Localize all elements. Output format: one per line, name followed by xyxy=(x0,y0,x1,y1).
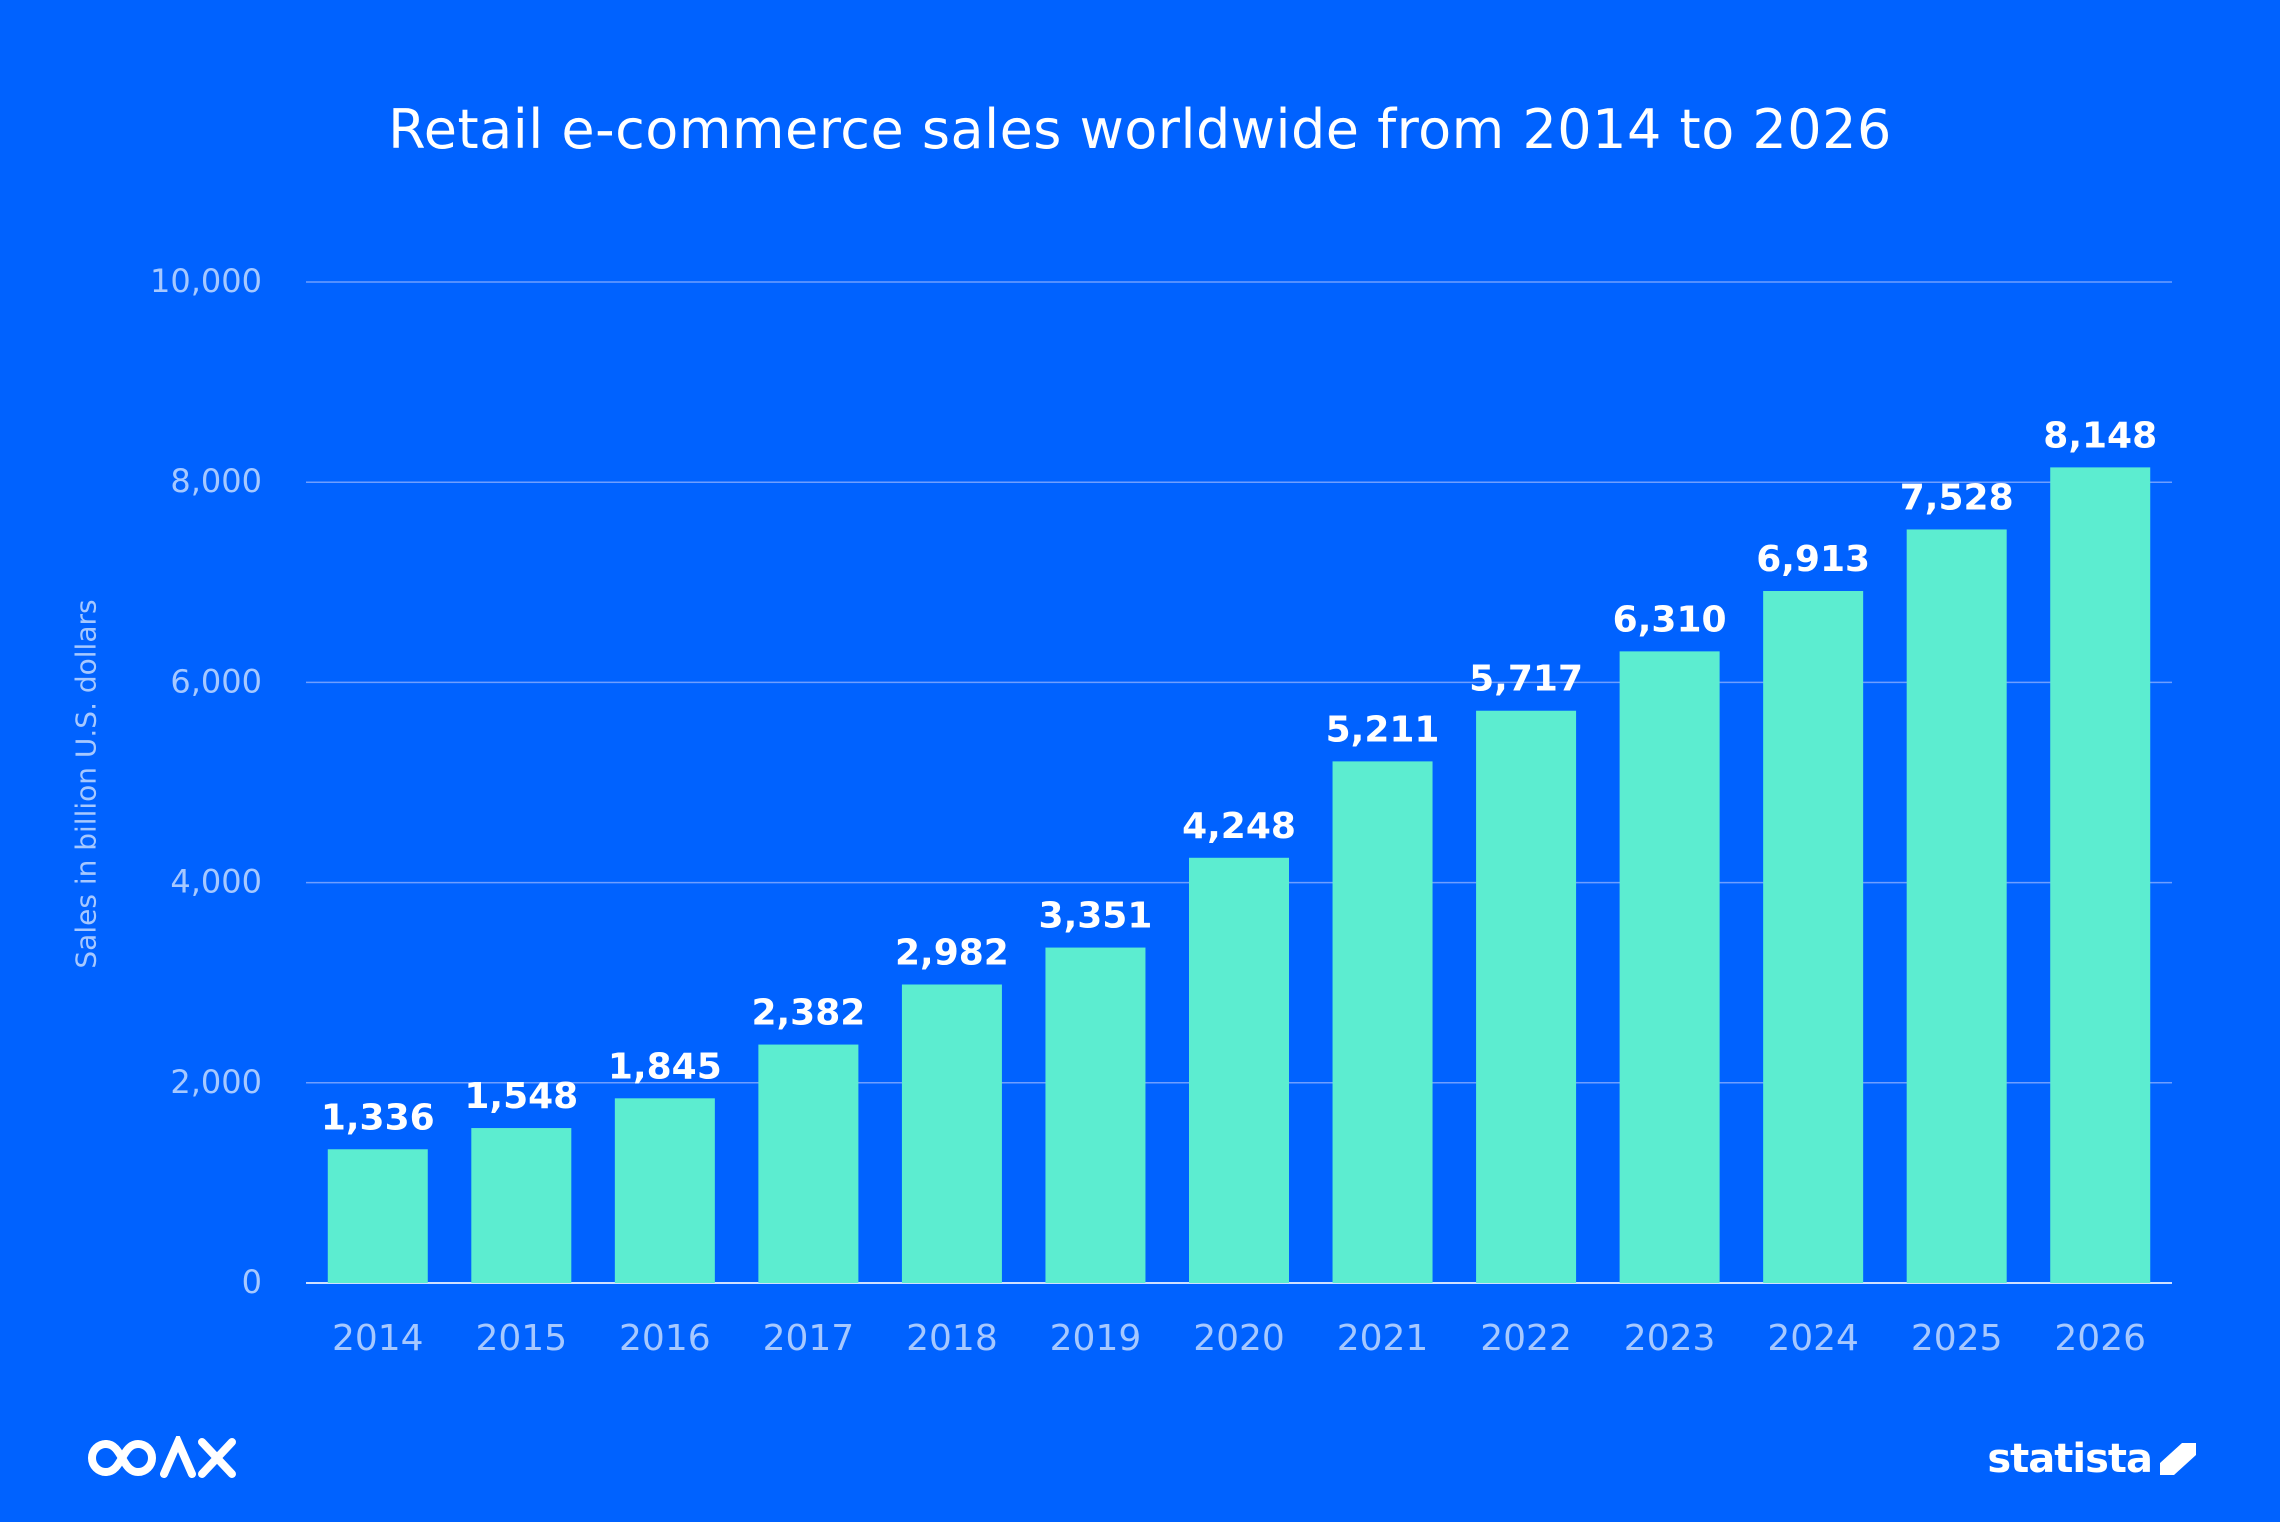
x-tick-label-2015: 2015 xyxy=(475,1318,567,1359)
value-label-2022: 5,717 xyxy=(1469,659,1583,700)
bar-2014 xyxy=(327,1149,428,1283)
x-tick-label-2023: 2023 xyxy=(1624,1318,1716,1359)
y-tick-label: 2,000 xyxy=(170,1063,262,1101)
value-label-2018: 2,982 xyxy=(895,933,1009,974)
value-label-2014: 1,336 xyxy=(321,1097,435,1138)
coax-logo xyxy=(78,1432,258,1484)
value-label-2024: 6,913 xyxy=(1756,539,1870,580)
value-label-2017: 2,382 xyxy=(751,993,865,1034)
y-tick-label: 4,000 xyxy=(170,863,262,901)
bar-2026 xyxy=(2050,467,2151,1283)
x-tick-label-2020: 2020 xyxy=(1193,1318,1285,1359)
y-tick-label: 0 xyxy=(242,1263,262,1301)
bar-2020 xyxy=(1189,857,1289,1283)
value-label-2026: 8,148 xyxy=(2043,415,2157,456)
bar-2025 xyxy=(1906,529,2007,1283)
x-tick-label-2016: 2016 xyxy=(619,1318,711,1359)
value-label-2021: 5,211 xyxy=(1326,709,1440,750)
bar-2021 xyxy=(1332,761,1433,1283)
x-tick-label-2017: 2017 xyxy=(763,1318,855,1359)
bar-2019 xyxy=(1045,947,1146,1283)
value-label-2023: 6,310 xyxy=(1613,599,1727,640)
coax-logo-mark xyxy=(88,1432,236,1478)
y-tick-label: 8,000 xyxy=(170,462,262,500)
bar-2015 xyxy=(471,1128,572,1283)
x-tick-label-2018: 2018 xyxy=(906,1318,998,1359)
chart-title: Retail e-commerce sales worldwide from 2… xyxy=(388,98,1892,161)
bar-2017 xyxy=(758,1044,859,1283)
x-tick-label-2014: 2014 xyxy=(332,1318,424,1359)
value-label-2025: 7,528 xyxy=(1900,477,2014,518)
value-labels: 1,336 1,548 1,845 2,382 2,982 3,351 4,248 5,211… xyxy=(321,415,2157,1138)
x-tick-label-2024: 2024 xyxy=(1767,1318,1859,1359)
y-tick-label: 6,000 xyxy=(170,662,262,700)
bar-2016 xyxy=(614,1098,715,1283)
y-axis-ticks: 0 2,000 4,000 6,000 8,000 10,000 xyxy=(150,262,262,1301)
x-tick-label-2026: 2026 xyxy=(2054,1318,2146,1359)
statista-wordmark: statista xyxy=(1987,1436,2153,1482)
x-tick-label-2025: 2025 xyxy=(1911,1318,2003,1359)
bar-2018 xyxy=(901,984,1002,1283)
bars xyxy=(327,467,2151,1283)
x-axis-ticks: 2014 2015 2016 2017 2018 2019 2020 2021 2022 2023… xyxy=(332,1318,2146,1359)
statista-logo: statista xyxy=(1987,1436,2196,1482)
value-label-2016: 1,845 xyxy=(608,1046,722,1087)
y-tick-label: 10,000 xyxy=(150,262,262,300)
y-axis-label: Sales in billion U.S. dollars xyxy=(69,599,103,969)
bar-2022 xyxy=(1476,710,1577,1283)
x-tick-label-2022: 2022 xyxy=(1480,1318,1572,1359)
bar-2023 xyxy=(1619,651,1720,1283)
bar-2024 xyxy=(1763,591,1864,1283)
value-label-2019: 3,351 xyxy=(1039,896,1153,937)
statista-mark-icon xyxy=(2160,1443,2196,1475)
value-label-2015: 1,548 xyxy=(464,1076,578,1117)
x-tick-label-2021: 2021 xyxy=(1337,1318,1429,1359)
value-label-2020: 4,248 xyxy=(1182,806,1296,847)
x-tick-label-2019: 2019 xyxy=(1050,1318,1142,1359)
